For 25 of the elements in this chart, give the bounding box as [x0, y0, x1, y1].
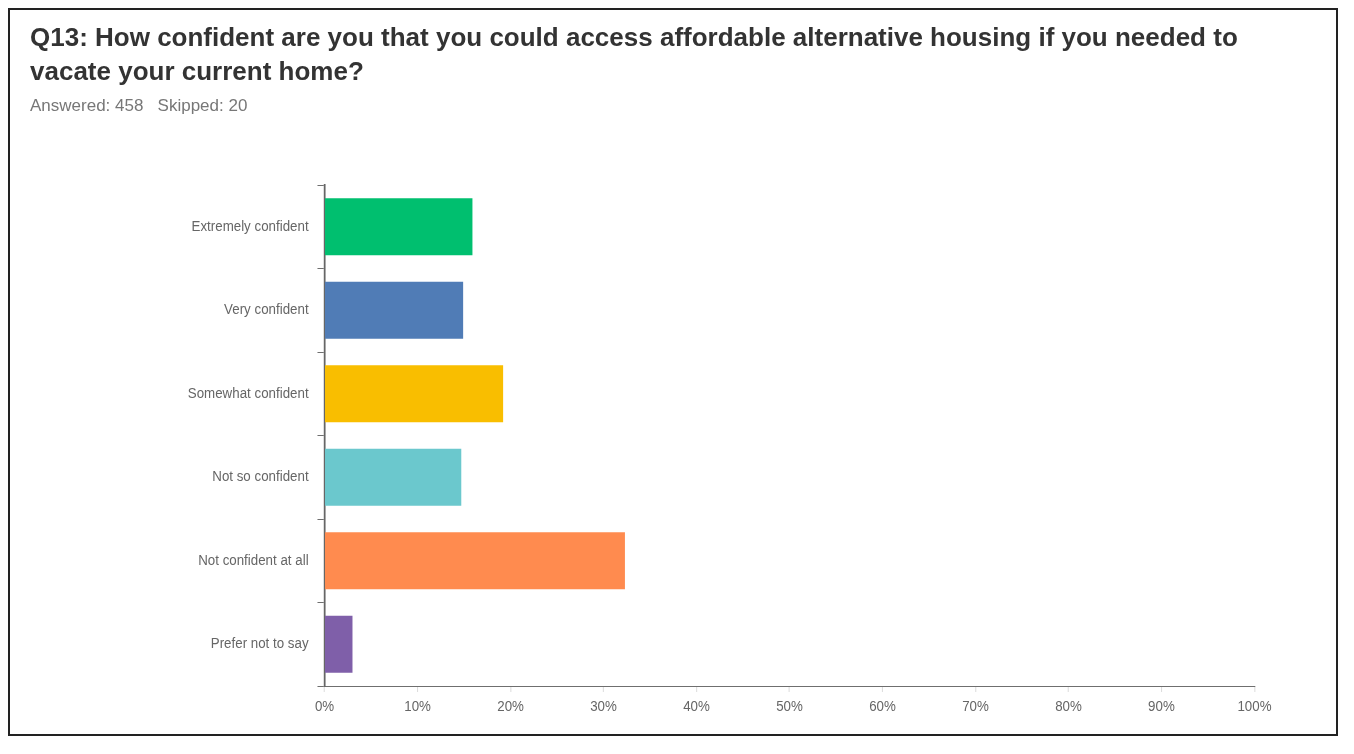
- bar: [325, 615, 353, 673]
- x-tick-label: 100%: [1237, 697, 1272, 715]
- x-tick-label: 70%: [962, 697, 990, 715]
- y-tick-label: Somewhat confident: [187, 384, 309, 402]
- x-tick-label: 30%: [590, 697, 618, 715]
- x-tick-label: 20%: [497, 697, 525, 715]
- x-tick-label: 0%: [314, 697, 335, 715]
- y-tick-label: Extremely confident: [191, 217, 309, 235]
- x-tick-label: 60%: [869, 697, 897, 715]
- x-tick-label: 10%: [404, 697, 432, 715]
- text: Answered: 458 Skipped: 20: [30, 96, 249, 116]
- y-tick-label: Not confident at all: [198, 551, 309, 569]
- x-tick-label: 80%: [1055, 697, 1083, 715]
- y-tick-label: Not so confident: [212, 467, 309, 485]
- chart-title: Q13: How confident are you that you could access affordable alternative housing if you needed to vacate your current home?: [30, 21, 1239, 88]
- x-tick-label: 90%: [1148, 697, 1176, 715]
- bar: [325, 281, 464, 339]
- y-tick-label: Very confident: [224, 300, 309, 318]
- bar: [325, 365, 504, 423]
- y-tick-label: Prefer not to say: [210, 634, 310, 652]
- bar: [325, 448, 462, 506]
- x-tick-label: 40%: [683, 697, 711, 715]
- bar: [325, 532, 625, 590]
- bar: [325, 198, 473, 256]
- x-tick-label: 50%: [776, 697, 804, 715]
